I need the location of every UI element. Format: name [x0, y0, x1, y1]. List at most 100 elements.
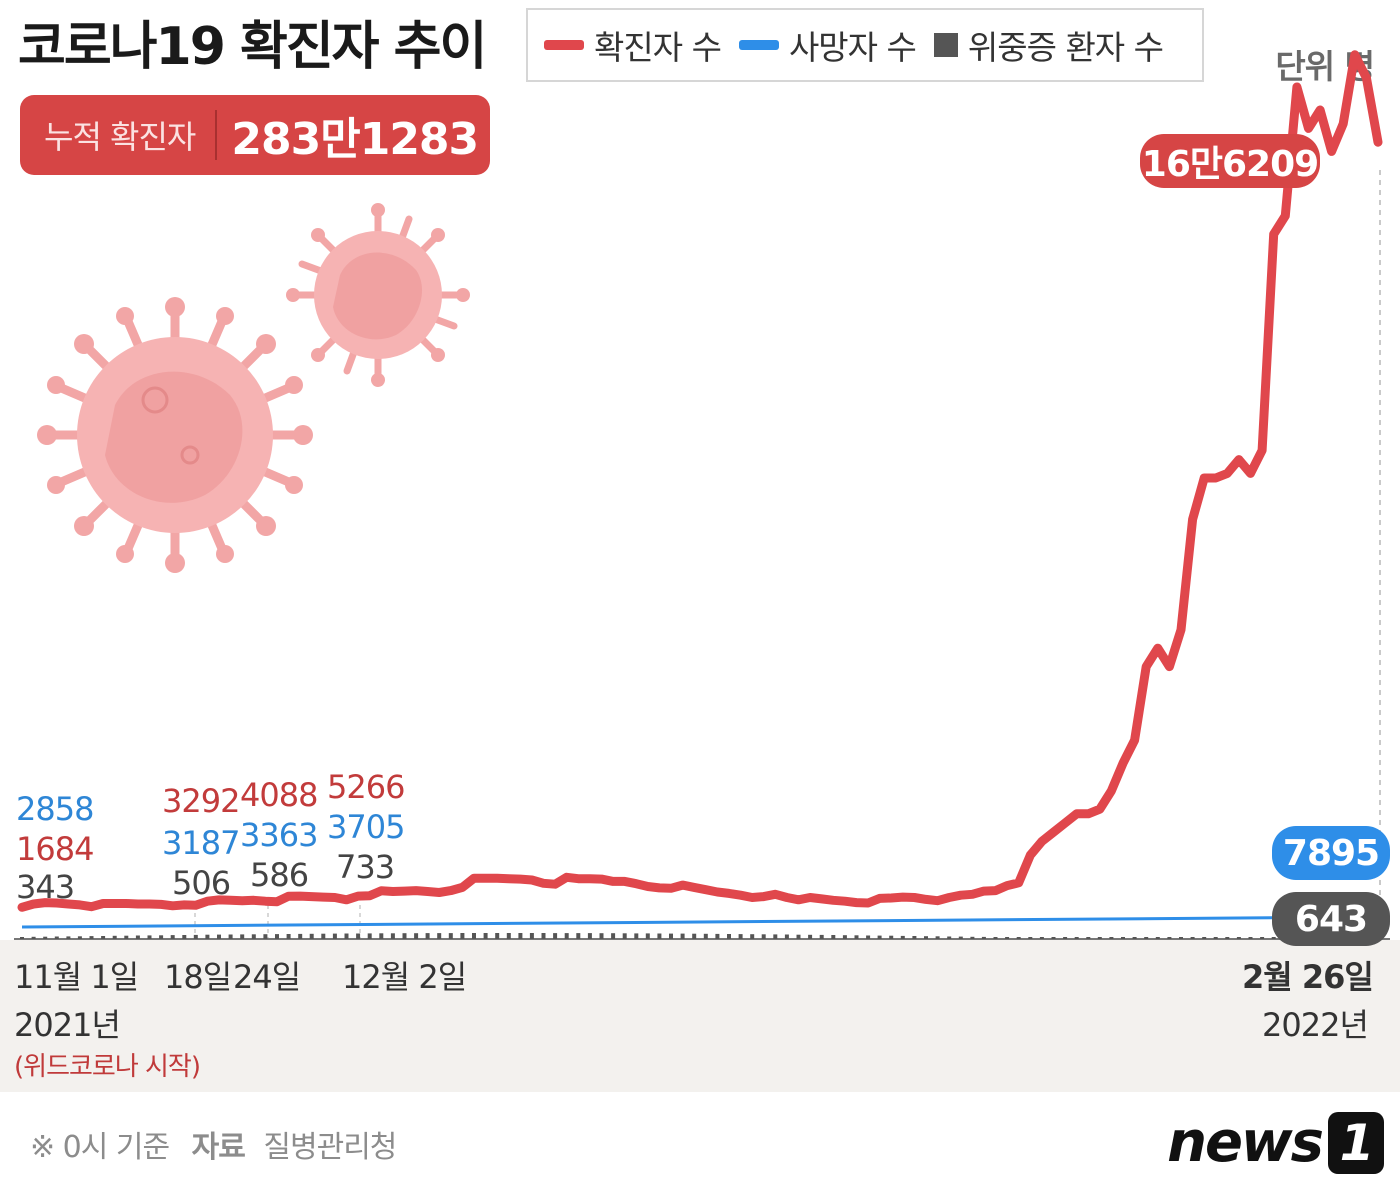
critical-bar	[1202, 937, 1207, 939]
critical-bar	[599, 933, 604, 939]
critical-bar	[437, 933, 442, 939]
chart-title: 코로나19 확진자 추이	[18, 17, 487, 77]
footer-basis: ※ 0시 기준	[30, 1130, 170, 1165]
critical-bar	[947, 936, 952, 939]
critical-bar	[727, 934, 731, 939]
critical-bar	[472, 933, 476, 939]
critical-bar	[1260, 937, 1265, 939]
critical-bar	[900, 935, 905, 939]
legend-swatch-confirmed	[544, 40, 584, 50]
critical-bar	[1074, 937, 1079, 939]
critical-bar	[935, 936, 940, 939]
critical-bar	[193, 934, 198, 939]
legend-swatch-deaths	[738, 40, 779, 50]
critical-bar	[634, 933, 639, 939]
critical-bar	[182, 935, 187, 939]
critical-bar	[541, 933, 546, 939]
legend-label-confirmed: 확진자 수	[594, 28, 722, 67]
critical-bar	[796, 934, 801, 939]
legend-item-deaths: 사망자 수	[738, 21, 917, 69]
legend-swatch-critical	[933, 33, 958, 57]
logo-mark: 1	[1328, 1111, 1384, 1174]
critical-bar	[112, 935, 117, 939]
confirmed-line	[17, 50, 1383, 912]
critical-bar	[784, 934, 789, 939]
cumulative-divider	[215, 110, 218, 160]
critical-bar	[1213, 937, 1218, 939]
critical-bar	[1097, 937, 1102, 939]
critical-bar	[506, 933, 511, 939]
legend-label-critical: 위중증 환자 수	[967, 28, 1164, 67]
legend-item-confirmed: 확진자 수	[544, 21, 722, 69]
cumulative-value: 283만1283	[231, 114, 479, 165]
critical-bar	[228, 934, 233, 939]
nov1-deaths-label: 2858	[16, 790, 94, 828]
critical-bar	[981, 936, 986, 939]
dec2-confirmed-label: 5266	[327, 768, 405, 806]
critical-bar	[1132, 937, 1137, 939]
critical-bar	[738, 934, 743, 939]
critical-bar	[553, 933, 558, 939]
deaths-end-badge: 7895	[1272, 826, 1390, 880]
x-label-nov24: 24일	[233, 958, 301, 996]
critical-bar	[286, 934, 291, 939]
critical-bar	[924, 936, 928, 939]
critical-bar	[43, 936, 48, 939]
x-axis-band	[0, 940, 1400, 1092]
critical-bar	[414, 933, 419, 939]
critical-bar	[669, 933, 673, 939]
critical-bar	[657, 933, 662, 939]
critical-bar	[622, 933, 627, 939]
critical-bar	[20, 937, 24, 939]
critical-bar	[170, 935, 175, 939]
critical-bar	[1109, 937, 1114, 939]
critical-bar	[298, 933, 303, 939]
critical-bar	[912, 936, 917, 939]
year-start-label: 2021년	[14, 1006, 121, 1044]
critical-bar	[831, 935, 836, 939]
critical-bar	[460, 933, 465, 939]
critical-bar	[1225, 937, 1230, 939]
deaths-line	[21, 915, 1379, 929]
critical-bar	[611, 933, 616, 939]
critical-bar	[135, 935, 140, 939]
critical-bar	[889, 935, 894, 939]
critical-bar	[587, 933, 592, 939]
critical-bar	[390, 933, 395, 939]
critical-bar	[1155, 937, 1160, 939]
critical-bar	[379, 933, 384, 939]
critical-bar	[761, 934, 766, 939]
dec2-critical-label: 733	[336, 848, 395, 886]
critical-bar	[1005, 937, 1010, 939]
legend-label-deaths: 사망자 수	[788, 28, 917, 67]
critical-end-badge: 643	[1272, 892, 1390, 946]
virus-large-icon	[37, 297, 313, 573]
critical-bar	[147, 935, 152, 939]
critical-bar	[31, 936, 36, 939]
x-label-dec2: 12월 2일	[342, 958, 467, 996]
critical-bar	[495, 933, 500, 939]
critical-bar	[367, 933, 372, 939]
critical-bar	[321, 933, 326, 939]
critical-bar	[703, 933, 708, 939]
critical-bar	[518, 933, 523, 939]
logo-text: news	[1167, 1110, 1324, 1175]
nov18-confirmed-label: 3292	[162, 782, 240, 820]
critical-bar	[692, 933, 697, 939]
critical-bar	[1051, 937, 1056, 939]
critical-bar	[866, 935, 871, 939]
critical-bar	[808, 934, 813, 939]
critical-bar	[1028, 937, 1033, 939]
cumulative-badge: 누적 확진자 283만1283	[20, 95, 490, 175]
critical-bar	[1179, 937, 1183, 939]
footer-source: 질병관리청	[263, 1130, 397, 1165]
critical-bar	[529, 933, 534, 939]
critical-bar	[715, 933, 720, 939]
legend-item-critical: 위중증 환자 수	[933, 21, 1164, 69]
critical-bar	[159, 935, 164, 939]
critical-bar	[1039, 937, 1044, 939]
critical-bar	[240, 934, 245, 939]
critical-bar	[750, 934, 755, 939]
critical-bar	[344, 933, 349, 939]
critical-bar	[402, 933, 407, 939]
